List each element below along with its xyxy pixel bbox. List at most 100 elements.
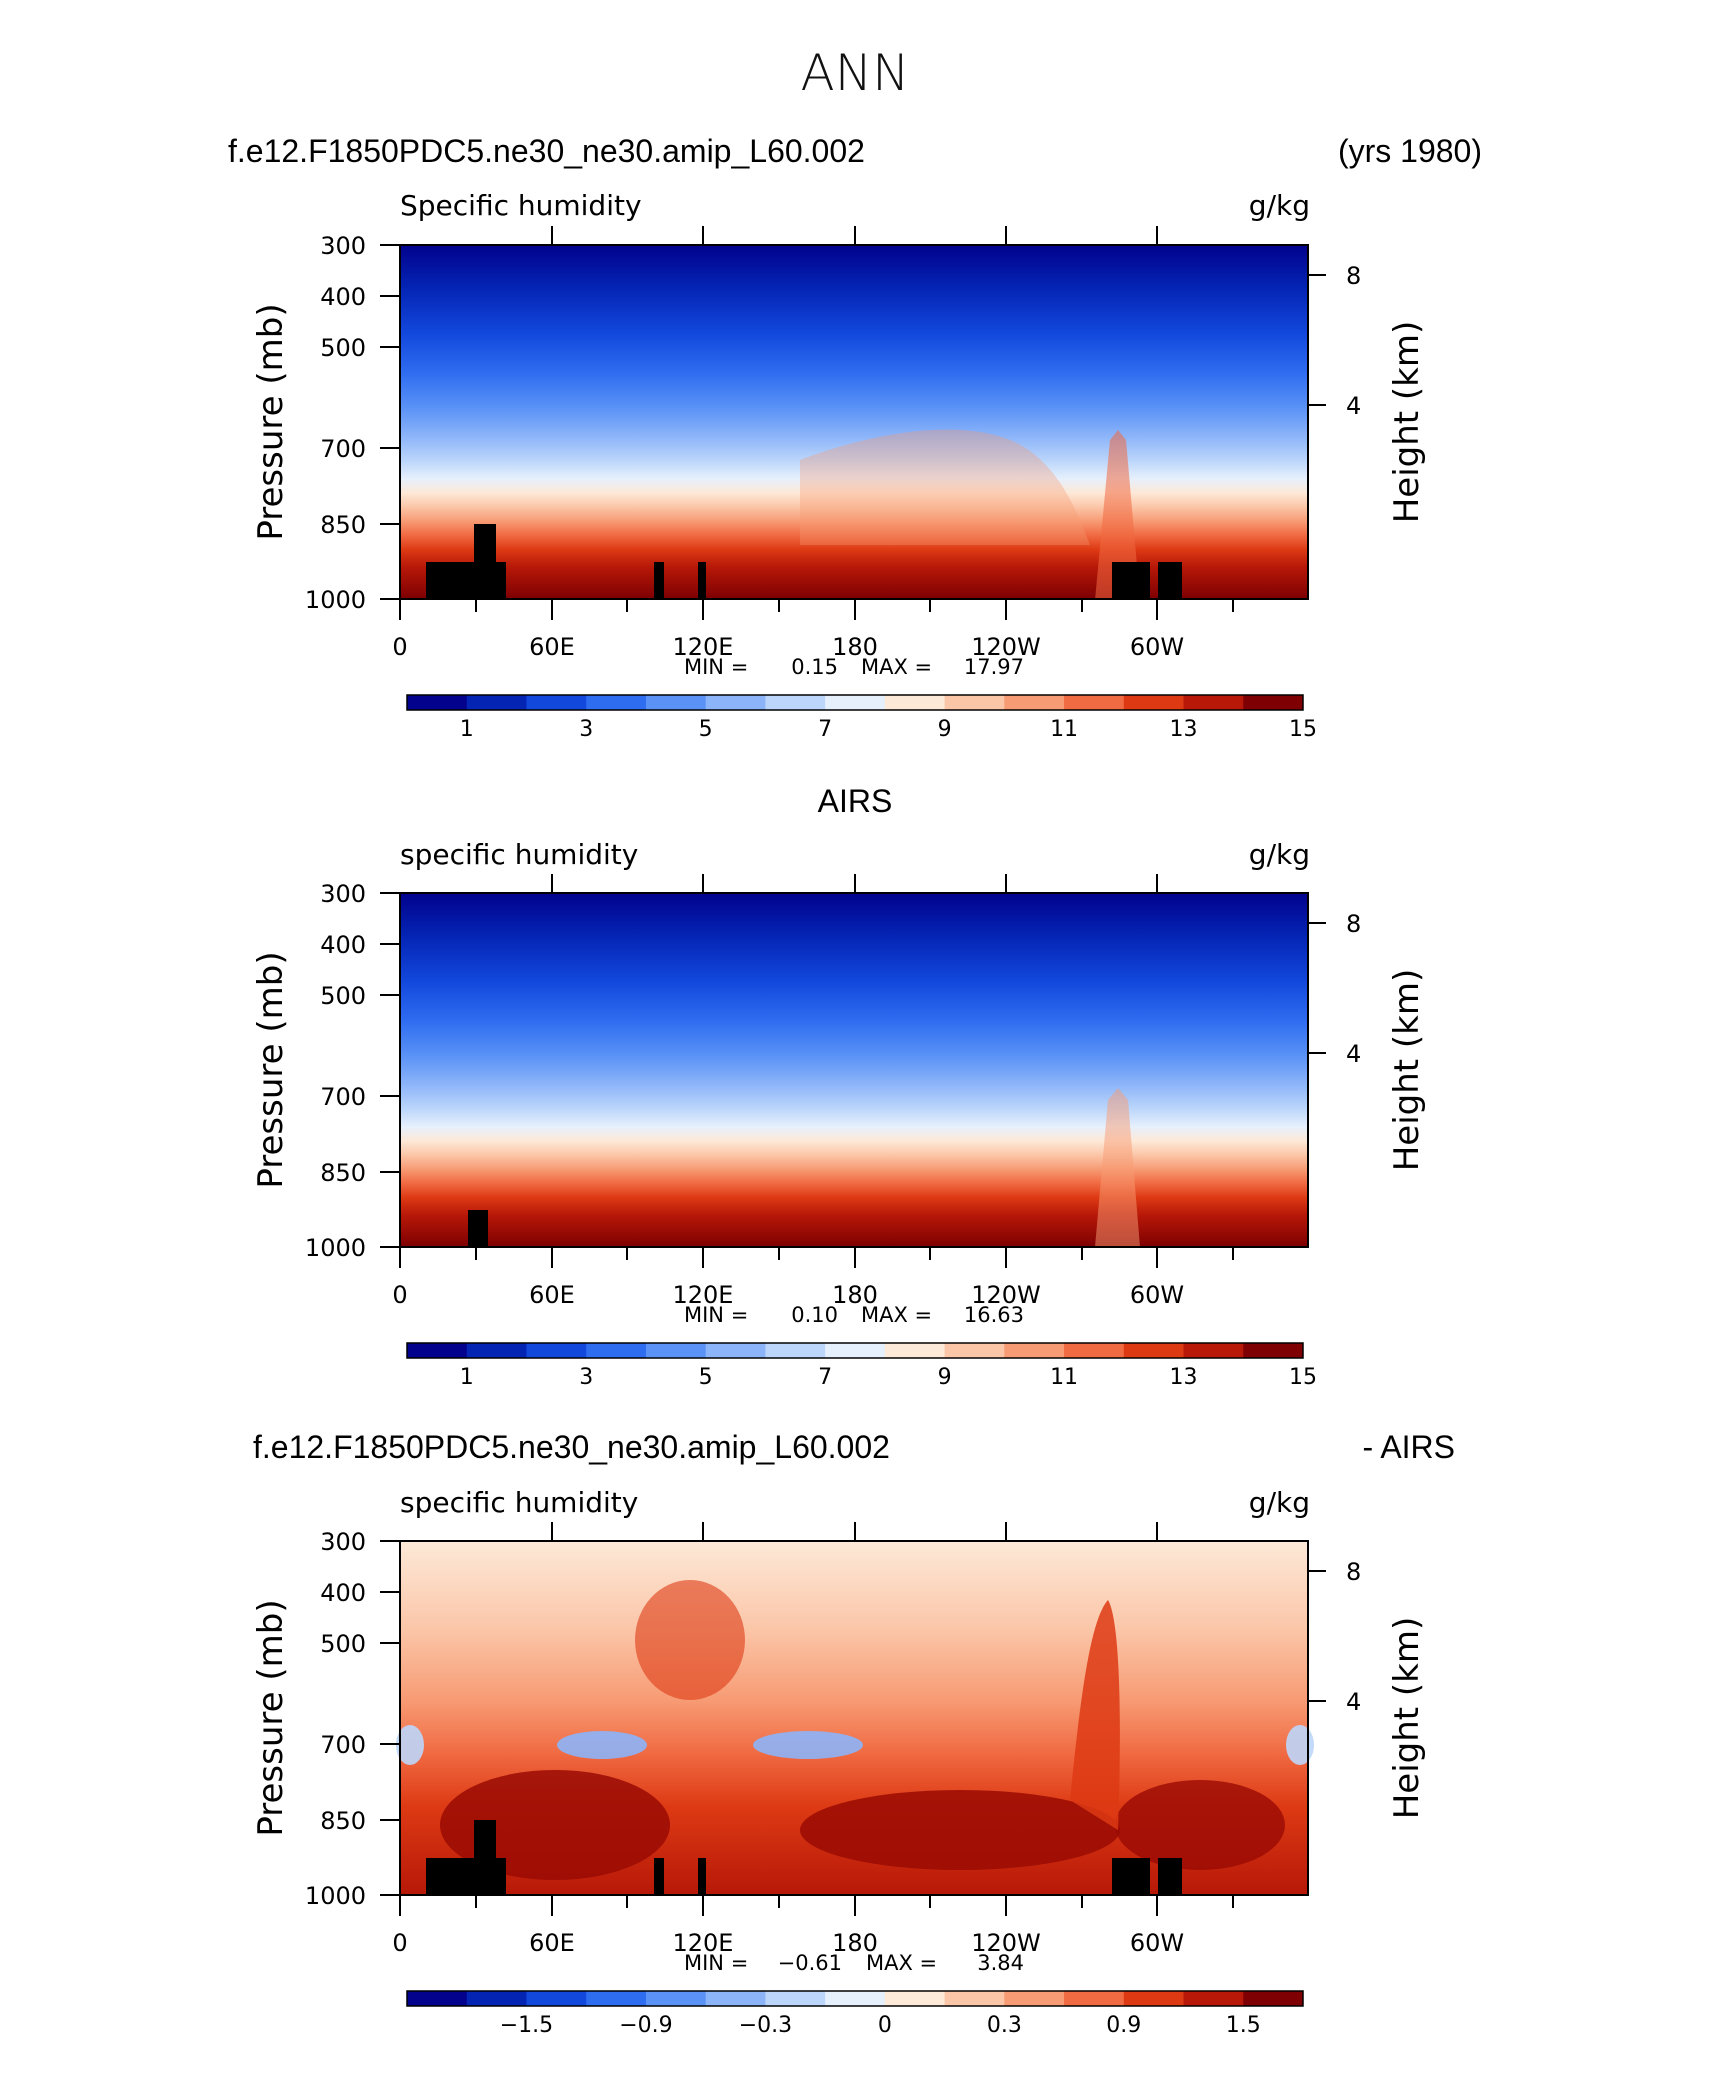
- colorbar-cell: [645, 1343, 707, 1358]
- colorbar-cell: [466, 1991, 527, 2006]
- x-tick-label: 180: [832, 1929, 878, 1957]
- panel-header-right: - AIRS: [1363, 1429, 1455, 1465]
- panel-header-left: f.e12.F1850PDC5.ne30_ne30.amip_L60.002: [228, 133, 865, 169]
- colorbar-tick-label: 7: [818, 717, 832, 742]
- topography-mask: [698, 1858, 706, 1895]
- y-tick-label: 850: [320, 511, 366, 539]
- colorbar-cell: [884, 1343, 946, 1358]
- colorbar-tick-label: 5: [699, 717, 713, 742]
- x-tick-label: 60W: [1130, 1281, 1184, 1309]
- variable-label: Specific humidity: [400, 189, 642, 222]
- topography-mask: [1158, 562, 1182, 599]
- units-label: g/kg: [1249, 1486, 1310, 1519]
- x-tick-label: 60W: [1130, 633, 1184, 661]
- y-tick-label: 700: [320, 1731, 366, 1759]
- colorbar-cell: [1064, 1343, 1125, 1358]
- max-label: MAX =: [861, 655, 932, 679]
- colorbar-cell: [645, 695, 707, 710]
- moist-tongue-60W: [1095, 430, 1140, 600]
- max-label: MAX =: [861, 1303, 932, 1327]
- colorbar-cell: [1243, 1991, 1304, 2006]
- min-value: 0.10: [791, 1303, 838, 1327]
- colorbar-tick-label: 3: [579, 717, 593, 742]
- y-tick-label: 850: [320, 1159, 366, 1187]
- y-axis-title: Pressure (mb): [251, 303, 291, 540]
- panel-airs: AIRS specific humidity g/kg 300 400 500 …: [251, 783, 1427, 1390]
- colorbar-tick-label: 11: [1050, 1365, 1078, 1390]
- colorbar-cell: [1183, 1991, 1244, 2006]
- max-value: 3.84: [977, 1951, 1024, 1975]
- colorbar-cell: [825, 1991, 886, 2006]
- colorbar: 1 3 5 7 9 11 13 15: [406, 694, 1317, 742]
- height-tick-label: 4: [1346, 1688, 1361, 1716]
- colorbar-cell: [884, 695, 946, 710]
- x-tick-label: 60E: [529, 1929, 575, 1957]
- humidity-field: [400, 245, 1308, 599]
- min-label: MIN =: [684, 655, 748, 679]
- y-axis-left: 300 400 500 700 850 1000 Pressure (mb): [251, 880, 400, 1262]
- colorbar-cell: [705, 1991, 766, 2006]
- x-tick-label: 180: [832, 1281, 878, 1309]
- x-tick-label: 60E: [529, 633, 575, 661]
- min-label: MIN =: [684, 1951, 748, 1975]
- height-tick-label: 8: [1346, 1558, 1361, 1586]
- humidity-field: [400, 893, 1308, 1247]
- topography-mask: [468, 1210, 488, 1247]
- height-tick-label: 4: [1346, 1040, 1361, 1068]
- colorbar-frame: [406, 694, 1304, 711]
- panel-header-center: AIRS: [818, 783, 893, 819]
- colorbar-tick-label: 1: [460, 1365, 474, 1390]
- colorbar-cell: [1243, 695, 1304, 710]
- topography-mask: [654, 562, 664, 599]
- y-tick-label: 850: [320, 1807, 366, 1835]
- plot-area: [396, 1540, 1314, 1896]
- min-max-readout: MIN = 0.10 MAX = 16.63: [684, 1303, 1024, 1327]
- colorbar-tick-label: 1: [460, 717, 474, 742]
- colorbar-cell: [825, 1343, 886, 1358]
- x-tick-label: 0: [392, 1281, 407, 1309]
- topography-mask: [426, 562, 474, 599]
- colorbar-cell: [1123, 1991, 1185, 2006]
- panel-header-right: (yrs 1980): [1338, 133, 1482, 169]
- colorbar-cell: [705, 695, 766, 710]
- y-axis-right-title: Height (km): [1387, 1617, 1427, 1820]
- colorbar-tick-label: 15: [1289, 717, 1317, 742]
- y-axis-left: 300 400 500 700 850 1000 Pressure (mb): [251, 1528, 400, 1910]
- topography-mask: [496, 562, 506, 599]
- y-axis-title: Pressure (mb): [251, 951, 291, 1188]
- x-tick-label: 120W: [971, 1281, 1041, 1309]
- x-axis: 0 60E 120E 180 120W 60W: [392, 1522, 1234, 1957]
- positive-anomaly-upper: [635, 1580, 745, 1700]
- x-tick-label: 120E: [673, 1929, 734, 1957]
- colorbar-cell: [944, 695, 1005, 710]
- y-axis-left: 300 400 500 700 850 1000 Pressure (mb): [251, 232, 400, 614]
- y-tick-label: 700: [320, 435, 366, 463]
- topography-mask: [654, 1858, 664, 1895]
- variable-label: specific humidity: [400, 838, 638, 871]
- positive-anomaly-core: [1115, 1780, 1285, 1870]
- panel-model: f.e12.F1850PDC5.ne30_ne30.amip_L60.002 (…: [228, 133, 1482, 742]
- y-axis-right-title: Height (km): [1387, 321, 1427, 524]
- topography-mask: [474, 1820, 496, 1895]
- colorbar-cell: [884, 1991, 946, 2006]
- colorbar-cell: [586, 695, 647, 710]
- colorbar-frame: [406, 1342, 1304, 1359]
- colorbar-cell: [705, 1343, 766, 1358]
- y-tick-label: 300: [320, 232, 366, 260]
- colorbar-cell: [526, 695, 587, 710]
- colorbar-tick-label: 13: [1170, 717, 1198, 742]
- colorbar-tick-label: 15: [1289, 1365, 1317, 1390]
- positive-anomaly-plume: [1070, 1600, 1120, 1830]
- y-axis-right: 8 4 Height (km): [1308, 1558, 1427, 1819]
- plot-area: [399, 244, 1309, 600]
- x-tick-label: 120E: [673, 1281, 734, 1309]
- x-tick-label: 60E: [529, 1281, 575, 1309]
- min-label: MIN =: [684, 1303, 748, 1327]
- colorbar-cell: [466, 695, 527, 710]
- colorbar-cell: [765, 695, 826, 710]
- colorbar-tick-label: 0.3: [987, 2013, 1022, 2038]
- x-tick-label: 120E: [673, 633, 734, 661]
- height-tick-label: 8: [1346, 910, 1361, 938]
- height-tick-label: 8: [1346, 262, 1361, 290]
